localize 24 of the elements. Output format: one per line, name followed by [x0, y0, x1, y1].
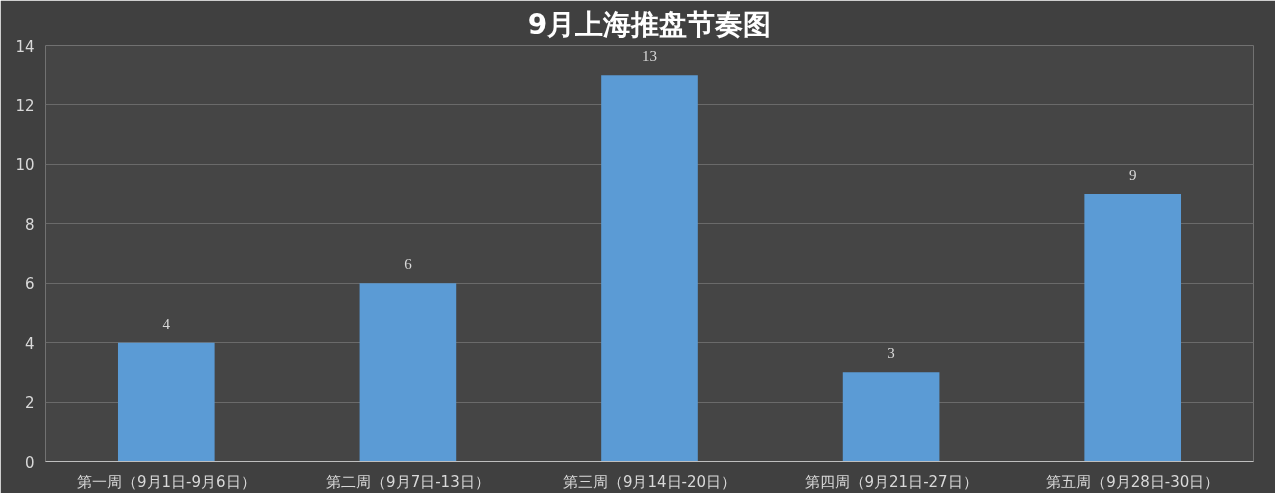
data-label: 6 — [404, 256, 413, 273]
y-tick-label: 4 — [24, 334, 35, 353]
data-label: 13 — [642, 48, 657, 65]
y-tick-label: 8 — [24, 215, 35, 234]
chart-title: 9月上海推盘节奏图 — [527, 7, 772, 41]
bar — [842, 372, 940, 462]
y-tick-label: 6 — [24, 275, 35, 294]
x-tick-label: 第一周（9月1日-9月6日） — [77, 472, 256, 491]
x-tick-label: 第四周（9月21日-27日） — [804, 472, 978, 491]
y-tick-label: 10 — [15, 156, 35, 175]
data-label: 4 — [162, 315, 171, 332]
x-tick-label: 第二周（9月7日-13日） — [326, 472, 490, 491]
x-tick-label: 第五周（9月28日-30日） — [1046, 472, 1220, 491]
y-tick-label: 12 — [15, 96, 35, 115]
data-label: 3 — [887, 345, 895, 362]
bar — [359, 283, 457, 462]
data-label: 9 — [1128, 167, 1137, 184]
bar — [601, 75, 698, 462]
y-tick-label: 14 — [15, 37, 35, 56]
bar — [1084, 194, 1182, 462]
y-tick-label: 2 — [24, 394, 35, 413]
y-tick-label: 0 — [24, 453, 35, 472]
x-tick-label: 第三周（9月14日-20日） — [562, 472, 737, 491]
bar — [117, 342, 215, 462]
